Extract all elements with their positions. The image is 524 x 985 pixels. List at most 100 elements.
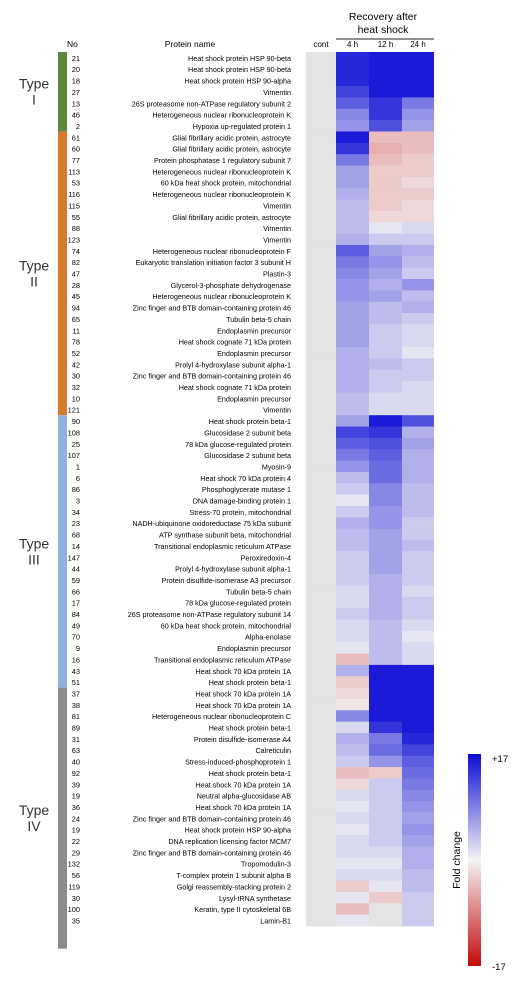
protein-name: DNA replication licensing factor MCM7 [168,837,291,846]
heatmap-cell [336,347,369,359]
heatmap-cell [402,437,434,450]
heatmap-cell [402,449,434,461]
protein-name: Tropomodulin-3 [241,860,291,869]
heatmap-cell [402,630,434,643]
heatmap-cell [402,381,434,393]
heatmap-cell [369,767,402,779]
protein-name: Heat shock 70 kDa protein 1A [196,803,292,812]
heatmap-cell [336,426,369,439]
heatmap-cell [336,267,369,280]
row-no: 77 [72,156,80,165]
heatmap-cell [402,244,434,257]
heatmap-cell [402,142,434,155]
heatmap-cell [369,506,402,518]
heatmap-cell [306,324,336,337]
heatmap-cell [369,698,402,711]
protein-name: Heat shock protein HSP 90-alpha [184,77,291,86]
heatmap-cell [402,86,434,98]
heatmap-cell [306,199,336,212]
heatmap-cell [336,188,369,200]
heatmap-cell [369,154,402,166]
heatmap-cell [306,664,336,677]
heatmap-cell [402,869,434,881]
row-no: 30 [72,372,80,381]
protein-name: Glial fibrillary acidic protein, astrocy… [172,213,291,222]
heatmap-cell [369,653,402,666]
group-label-3-word: Type [19,802,50,818]
heatmap-cell [402,120,434,132]
heatmap-cell [336,154,369,166]
protein-name: Glucosidase 2 subunit beta [204,451,291,460]
heatmap-cell [306,347,336,359]
heatmap-cell [402,506,434,518]
heatmap-cell [336,437,369,450]
heatmap-cell [336,131,369,144]
heatmap-cell [306,596,336,609]
heatmap-cell [369,108,402,121]
heatmap-cell [336,392,369,405]
heatmap-cell [369,517,402,530]
heatmap-cell [336,279,369,291]
protein-name: Keratin, type II cytoskeletal 6B [194,905,291,914]
heatmap-cell [336,108,369,121]
heatmap-cell [306,426,336,439]
heatmap-cell [336,335,369,348]
heatmap-cell [306,574,336,586]
heatmap-cell [369,437,402,450]
heatmap-cell [402,222,434,234]
heatmap-cell [336,903,369,915]
row-no: 27 [72,88,80,97]
row-no: 38 [72,701,80,710]
heatmap-cell [402,903,434,915]
column-labels: cont 4 h 12 h 24 h [313,40,425,49]
group-label-0-word: Type [19,76,50,92]
heatmap-cell [336,653,369,666]
row-no: 132 [68,860,80,869]
heatmap-cell [336,313,369,325]
heatmap-cell [369,551,402,564]
heatmap-cell [336,494,369,507]
heatmap-cell [336,869,369,881]
row-no: 19 [72,792,80,801]
heatmap-cell [369,619,402,632]
group-label-1-numeral: II [30,273,38,289]
heatmap-cell [306,313,336,325]
heatmap-cell [369,789,402,802]
heatmap-cell [306,880,336,893]
heatmap-cell [402,846,434,859]
heatmap-cell [336,483,369,496]
heatmap-cell [306,619,336,632]
heatmap-cell [306,460,336,473]
heatmap-cell [402,369,434,382]
heatmap-cell [336,698,369,711]
row-no: 46 [72,111,80,120]
protein-name: Heterogeneous nuclear ribonucleoprotein … [152,712,291,721]
row-no: 29 [72,848,80,857]
heatmap-cell [306,869,336,881]
protein-name: Glucosidase 2 subunit beta [204,428,291,437]
heatmap-cell [402,154,434,166]
heatmap-cell [369,721,402,734]
row-no: 24 [72,814,80,823]
heatmap-cell [369,279,402,291]
heatmap-cell [369,233,402,246]
heatmap-cell [402,460,434,473]
heatmap-cell [336,142,369,155]
heatmap-cell [369,267,402,280]
heatmap-cell [402,415,434,427]
row-no: 82 [72,258,80,267]
row-no: 44 [72,565,80,574]
heatmap-cell [369,846,402,859]
row-no: 65 [72,315,80,324]
protein-name: Heat shock 70 kDa protein 1A [196,701,292,710]
heatmap-cell [306,914,336,927]
heatmap-cell [402,608,434,620]
heatmap-cell [336,733,369,745]
heatmap-cell [369,744,402,757]
heatmap-cell [306,698,336,711]
heatmap-cell [369,812,402,825]
row-number-labels: 2120182713462616077113531161155588123748… [68,54,80,926]
protein-name: Glial fibrillary acidic protein, astrocy… [172,145,291,154]
protein-name: Lysyl-tRNA synthetase [219,894,291,903]
group-bar-0 [58,52,67,132]
